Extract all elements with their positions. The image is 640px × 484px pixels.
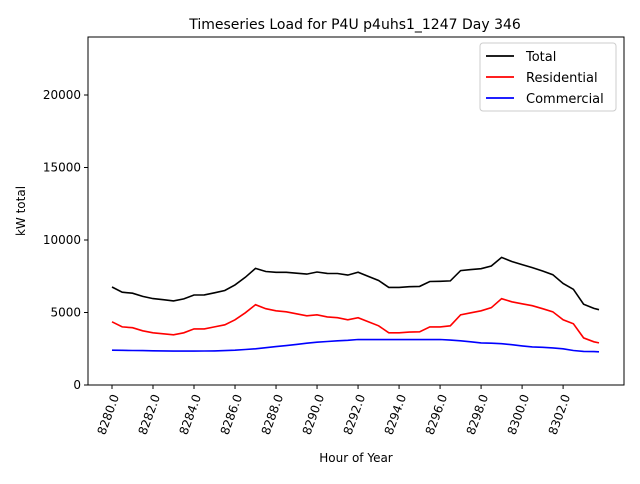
series-line-commercial xyxy=(111,338,600,353)
y-tick-label: 5000 xyxy=(50,306,81,320)
y-tick-label: 20000 xyxy=(43,88,81,102)
x-tick-label: 8280.0 xyxy=(95,392,123,436)
x-tick-label: 8300.0 xyxy=(505,392,533,436)
y-tick-label: 0 xyxy=(73,378,81,392)
x-tick-label: 8298.0 xyxy=(464,392,492,436)
x-tick-label: 8290.0 xyxy=(300,392,328,436)
x-tick-label: 8292.0 xyxy=(341,392,369,436)
x-tick-label: 8296.0 xyxy=(423,392,451,436)
legend-label: Total xyxy=(525,50,556,65)
legend: Total Residential Commercial xyxy=(479,42,617,112)
y-tick-label: 15000 xyxy=(43,161,81,175)
chart-title: Timeseries Load for P4U p4uhs1_1247 Day … xyxy=(188,17,521,33)
y-axis-label: kW total xyxy=(14,186,28,236)
x-tick-label: 8288.0 xyxy=(259,392,287,436)
series-line-total xyxy=(111,256,600,311)
x-tick-label: 8302.0 xyxy=(546,392,574,436)
legend-label: Commercial xyxy=(526,92,604,107)
plot-frame xyxy=(87,36,625,386)
legend-label: Residential xyxy=(526,71,598,86)
legend-box xyxy=(479,42,617,112)
x-tick-label: 8294.0 xyxy=(382,392,410,436)
x-axis-label: Hour of Year xyxy=(319,451,393,465)
x-tick-label: 8286.0 xyxy=(218,392,246,436)
x-tick-label: 8282.0 xyxy=(136,392,164,436)
series-line-residential xyxy=(111,297,600,344)
y-tick-label: 10000 xyxy=(43,233,81,247)
x-tick-label: 8284.0 xyxy=(177,392,205,436)
